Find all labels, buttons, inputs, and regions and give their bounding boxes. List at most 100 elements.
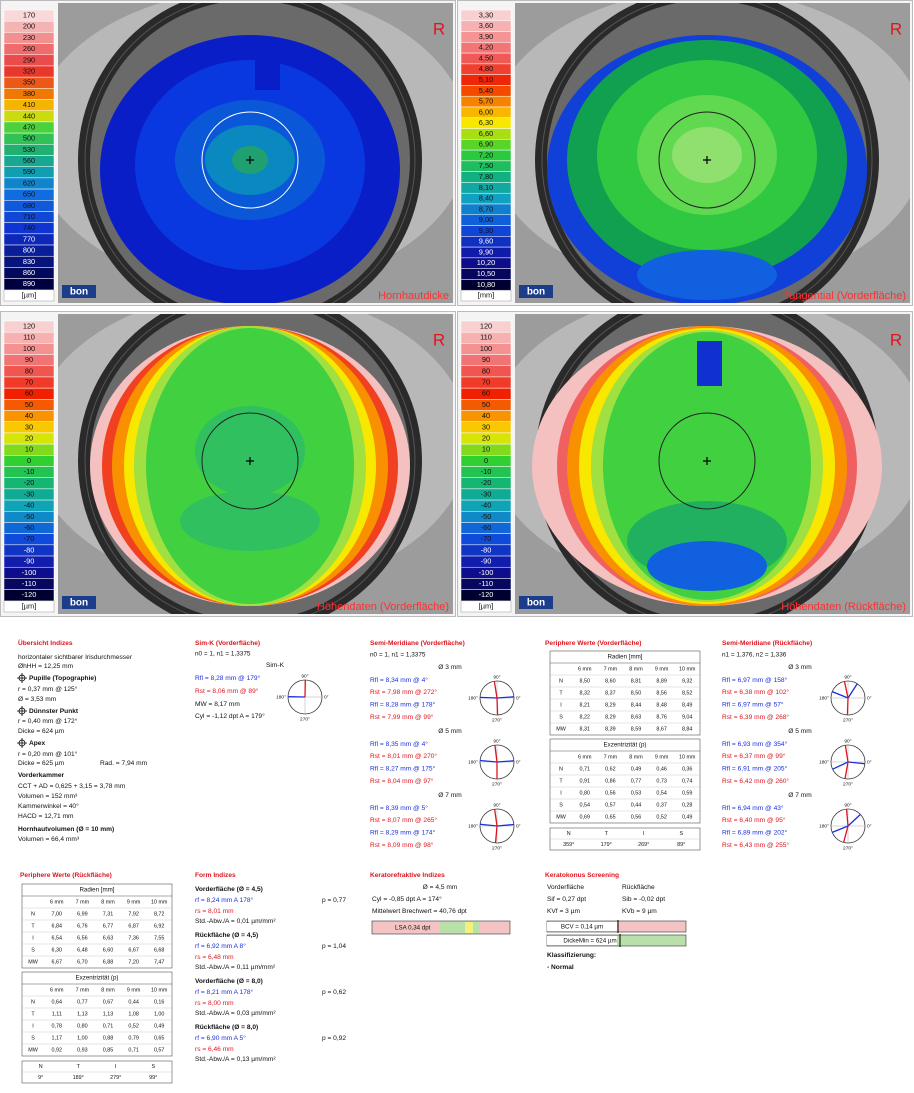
scale-label: 90 [25,355,33,364]
meridian [831,825,849,833]
table-cell: MW [28,1047,38,1053]
table-title: Radien [mm] [607,654,642,661]
table-cell: 6,63 [103,935,114,941]
compass-label: 0° [867,695,872,701]
table-cell: 8,29 [605,702,616,708]
table-header: I [115,1064,117,1070]
pupil-circle [658,111,756,209]
eye-side: R [433,330,445,349]
table-cell: S [31,1035,35,1041]
label: Ø 3 mm [788,664,812,671]
label: Rückfläche [622,884,655,891]
label: Ø 5 mm [788,728,812,735]
scale-label: 410 [23,100,35,109]
meridian [493,809,498,827]
table-cell: 8,50 [631,690,642,696]
compass-label: 90° [301,673,308,679]
table-cell: 0,65 [605,814,616,820]
table-cell: 8,39 [605,726,616,732]
scale-label: 70 [25,378,33,387]
meridian [494,825,498,843]
meridian [496,760,515,763]
label: Ø = 4,5 mm [423,884,458,891]
compass-label: 0° [867,823,872,829]
scale-label: 20 [25,433,33,442]
compass-label: 90° [844,674,851,680]
section-title: Semi-Meridiane (Rückfläche) [722,640,812,647]
table-cell: S [559,802,563,808]
label: Rst = 8,09 mm @ 98° [370,841,434,849]
label: ØhHH = 12,25 mm [18,663,74,670]
table-cell: 8,89 [656,678,667,684]
label: rs = 8,01 mm [195,908,234,915]
scale-label: 9,90 [479,247,493,256]
index-bar-zone [465,922,473,933]
table-cell: 8,21 [580,702,591,708]
label: Pupille (Topographie) [29,675,96,682]
label: Cyl = -0,85 dpt A = 174° [372,895,442,903]
label: MW = 8,17 mm [195,701,240,708]
scale-label: 710 [23,212,35,221]
table-cell: 6,68 [154,947,165,953]
table-cell: 89° [677,842,685,848]
table-cell: 0,62 [605,766,616,772]
scale-cell [3,289,55,302]
table-cell: 8,67 [656,726,667,732]
table-cell: 7,20 [128,959,139,965]
logo: bon [70,598,88,609]
scale-label: 90 [482,355,490,364]
label: - Normal [547,964,574,971]
map-title: Höhendaten (Vorderfläche) [317,601,449,613]
label: Hornhautvolumen (Ø = 10 mm) [18,826,114,833]
table-cell: N [559,766,563,772]
table-cell: 6,60 [103,947,114,953]
table-header: 8 mm [629,666,643,672]
label: Vorderfläche (Ø = 8,0) [195,978,263,985]
pupil-circle [658,412,756,510]
compass-label: 270° [492,781,502,787]
table-header: 9 mm [655,666,669,672]
table-header: 7 mm [604,754,618,760]
scale-label: 10,80 [477,280,496,289]
scale-label: 290 [23,55,35,64]
label: Ø 7 mm [788,792,812,799]
scale-label: -30 [24,489,35,498]
compass-label: 180° [819,823,829,829]
table-cell: 8,76 [656,714,667,720]
map-title: Tangential (Vorderfläche) [784,290,906,302]
center-mark [703,156,711,164]
label: horizontaler sichtbarer Irisdurchmesser [18,654,133,661]
table-cell: 1,00 [77,1035,88,1041]
scale-label: 6,90 [479,140,493,149]
table-cell: 0,65 [154,1035,165,1041]
label: LSA 0,34 dpt [395,925,431,932]
table-cell: 0,93 [77,1047,88,1053]
scale-label: 3,30 [479,10,493,19]
compass-label: 180° [468,759,478,765]
table-cell: 8,59 [631,726,642,732]
table-cell: 6,92 [154,923,165,929]
scale-label: 0 [484,456,488,465]
table-cell: 0,44 [631,802,642,808]
scale-label: 7,50 [479,161,493,170]
table-header: N [567,831,571,837]
index-bar-zone [440,922,480,933]
table-title: Radien [mm] [79,887,114,894]
compass-label: 90° [493,674,500,680]
table-cell: 0,28 [682,802,693,808]
table-title: Exzentrizität (p) [76,975,119,982]
scale-label: -120 [22,590,37,599]
icon [17,706,27,716]
label: Vorderfläche (Ø = 4,5) [195,886,263,893]
scale-label: -40 [481,501,492,510]
scale-cell [460,289,512,302]
table-header: S [151,1064,155,1070]
icon [17,738,27,748]
table-cell: 6,56 [77,935,88,941]
map-zone [195,406,305,496]
center-mark [246,156,254,164]
table-cell: 7,00 [52,911,63,917]
table-cell: 0,74 [682,778,693,784]
scale-label: -20 [24,478,35,487]
table-cell: 6,67 [128,947,139,953]
